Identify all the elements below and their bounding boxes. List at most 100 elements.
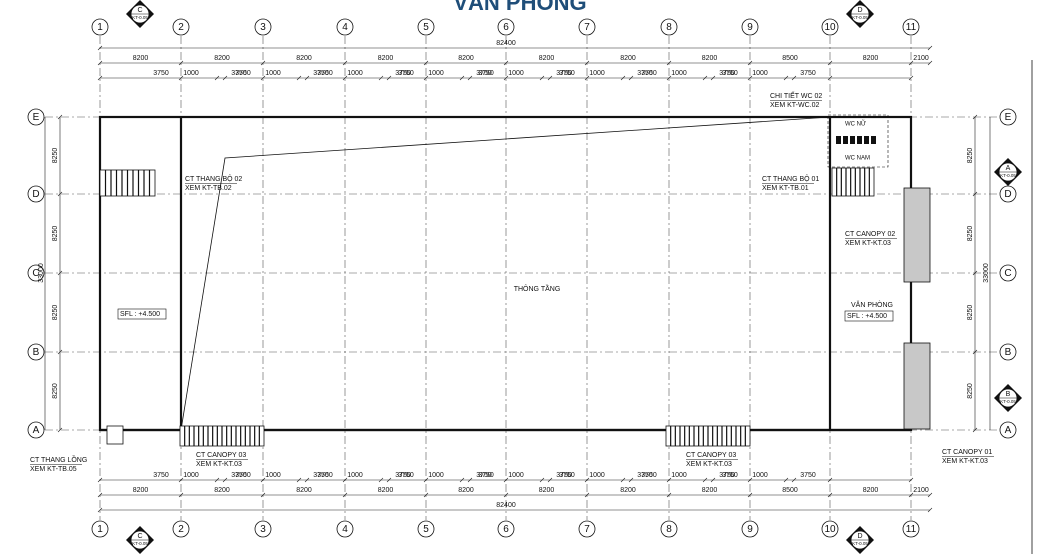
sub-dimension: 3750	[559, 70, 575, 77]
callout-ref: XEM KT-KT.03	[845, 240, 891, 247]
dimension-tick	[222, 477, 228, 483]
grid-column-label: 10	[824, 22, 836, 33]
callout-ref: XEM KT-TB.02	[185, 185, 232, 192]
section-letter: B	[1006, 391, 1011, 398]
grid-column-label: 8	[666, 524, 672, 535]
sub-dimension: 3750	[637, 472, 653, 479]
callout-ref: XEM KT-TB.01	[762, 185, 809, 192]
grid-column-label: 4	[342, 22, 348, 33]
dimension-tick	[57, 114, 63, 120]
grid-bubble	[660, 520, 678, 538]
grid-row-label: D	[1004, 189, 1011, 200]
row-dimension: 8250	[52, 226, 59, 242]
sub-dimension: 3750	[478, 472, 494, 479]
grid-bubble	[999, 421, 1017, 439]
callout-ref: XEM KT-TB.05	[30, 466, 77, 473]
grid-bubble	[27, 185, 45, 203]
dimension-tick	[296, 75, 302, 81]
callout-ref: XEM KT-KT.03	[196, 461, 242, 468]
bay-dimension: 8200	[539, 55, 555, 62]
sub-dimension: 3750	[800, 472, 816, 479]
grid-column-label: 5	[423, 524, 429, 535]
grid-column-label: 11	[906, 22, 917, 33]
sub-dimension: 3750	[478, 70, 494, 77]
plan-title: VĂN PHÒNG	[453, 0, 586, 15]
row-dimension: 8250	[967, 383, 974, 399]
grid-row-label: B	[33, 347, 40, 358]
canopy	[903, 187, 931, 283]
dimension-tick	[666, 60, 672, 66]
dimension-tick	[503, 492, 509, 498]
callout-ref: XEM KT-KT.03	[686, 461, 732, 468]
bay-dimension: 8200	[620, 55, 636, 62]
bay-dimension: 8200	[458, 487, 474, 494]
dimension-tick	[747, 477, 753, 483]
sub-dimension: 1000	[508, 472, 524, 479]
sub-dimension: 3750	[395, 70, 411, 77]
grid-bubble	[172, 520, 190, 538]
dimension-tick	[972, 270, 978, 276]
grid-column-label: 11	[906, 524, 917, 535]
grid-bubble	[254, 18, 272, 36]
overall-dimension: 82400	[496, 40, 516, 47]
dimension-tick	[584, 75, 590, 81]
grid-bubble	[27, 264, 45, 282]
bay-dimension: 8500	[782, 55, 798, 62]
dimension-tick	[423, 75, 429, 81]
section-letter: C	[137, 7, 142, 14]
grid-column-label: 6	[503, 22, 509, 33]
sub-dimension: 1000	[752, 70, 768, 77]
dimension-tick	[791, 477, 797, 483]
dimension-tick	[827, 492, 833, 498]
dimension-tick	[908, 75, 914, 81]
grid-bubble	[336, 520, 354, 538]
grid-bubble	[497, 18, 515, 36]
sub-dimension: 3750	[235, 70, 251, 77]
grid-column-label: 1	[97, 22, 103, 33]
dimension-tick	[459, 477, 465, 483]
sub-dimension: 3750	[556, 472, 572, 479]
room-name: THÔNG TẦNG	[514, 283, 561, 293]
dimension-tick	[97, 45, 103, 51]
callout-title: CT CANOPY 03	[196, 452, 246, 459]
grid-column-label: 7	[584, 524, 590, 535]
dimension-tick	[747, 75, 753, 81]
sub-dimension: 3750	[317, 472, 333, 479]
total-height: 33000	[983, 263, 990, 283]
sub-dimension: 3750	[313, 472, 329, 479]
grid-bubble	[999, 108, 1017, 126]
dimension-tick	[628, 477, 634, 483]
dimension-tick	[547, 477, 553, 483]
sub-dimension: 3750	[641, 70, 657, 77]
grid-bubble	[999, 264, 1017, 282]
dimension-tick	[304, 75, 310, 81]
dimension-tick	[747, 60, 753, 66]
bay-dimension: 8200	[378, 55, 394, 62]
grid-bubble	[578, 520, 596, 538]
sub-dimension: 3750	[722, 472, 738, 479]
grid-bubble	[91, 520, 109, 538]
dimension-tick	[97, 60, 103, 66]
grid-column-label: 6	[503, 524, 509, 535]
grid-column-label: 3	[260, 22, 266, 33]
grid-row-label: B	[1005, 347, 1012, 358]
end-dimension: 2100	[913, 487, 929, 494]
grid-column-label: 10	[824, 524, 836, 535]
dimension-tick	[260, 477, 266, 483]
section-letter: A	[1006, 165, 1011, 172]
bay-dimension: 8200	[620, 487, 636, 494]
bay-dimension: 8200	[539, 487, 555, 494]
grid-column-label: 3	[260, 524, 266, 535]
dimension-tick	[584, 477, 590, 483]
dimension-tick	[710, 477, 716, 483]
sub-dimension: 3750	[235, 472, 251, 479]
dimension-tick	[97, 507, 103, 513]
grid-bubble	[999, 343, 1017, 361]
callout-title: CT CANOPY 01	[942, 449, 992, 456]
dimension-tick	[304, 477, 310, 483]
section-ref: KT-0.05	[132, 541, 148, 546]
bay-dimension: 8200	[133, 487, 149, 494]
void-edge	[180, 116, 831, 431]
dimension-tick	[827, 60, 833, 66]
